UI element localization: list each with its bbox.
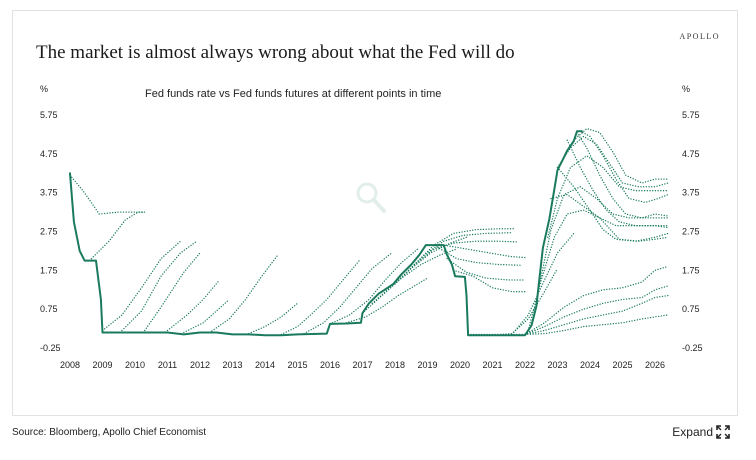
series-line-futures-2022b [537, 186, 669, 293]
chart-subtitle: Fed funds rate vs Fed funds futures at d… [145, 88, 441, 100]
y-tick-label-right: 3.75 [682, 188, 700, 198]
x-tick-label: 2023 [547, 360, 567, 370]
series-line-futures-2019a [425, 244, 526, 259]
x-tick-label: 2026 [645, 360, 665, 370]
expand-icon [716, 425, 730, 439]
x-tick-label: 2025 [612, 360, 632, 370]
x-tick-label: 2024 [580, 360, 600, 370]
series-line-futures-2022a [527, 209, 669, 332]
x-tick-label: 2014 [255, 360, 275, 370]
y-tick-label-right: 1.75 [682, 265, 700, 275]
x-tick-label: 2013 [222, 360, 242, 370]
x-tick-label: 2017 [352, 360, 372, 370]
left-unit-label: % [40, 84, 48, 94]
series-line-futures-2017a [361, 248, 458, 314]
series-line-futures-2013 [248, 302, 299, 335]
series-line-futures-2015 [303, 252, 393, 335]
series-line-futures-2021e [524, 294, 669, 336]
series-line-futures-2019c [446, 258, 526, 281]
y-tick-label-left: 2.75 [40, 227, 58, 237]
search-icon [356, 182, 386, 213]
x-tick-label: 2022 [515, 360, 535, 370]
series-line-futures-2011b [183, 298, 230, 334]
series-line-futures-2023c [579, 130, 669, 204]
expand-button[interactable]: Expand [672, 425, 730, 439]
x-tick-label: 2021 [482, 360, 502, 370]
chart-card [12, 10, 738, 416]
series-line-futures-2008b [88, 211, 146, 262]
series-line-futures-2021a [491, 267, 559, 336]
series-line-futures-2018c [413, 240, 520, 266]
series-line-futures-2019d [452, 269, 526, 293]
series-line-futures-2019b [436, 246, 523, 266]
x-tick-label: 2016 [320, 360, 340, 370]
series-line-futures-2024a [576, 131, 669, 219]
x-tick-label: 2009 [92, 360, 112, 370]
x-tick-label: 2015 [287, 360, 307, 370]
x-tick-label: 2011 [158, 360, 177, 370]
x-tick-label: 2020 [450, 360, 470, 370]
expand-label: Expand [672, 425, 713, 439]
y-tick-label-right: 2.75 [682, 227, 700, 237]
series-line-futures-2010 [144, 252, 201, 332]
series-line-fed-funds-rate [69, 130, 583, 337]
series-line-futures-2014 [280, 259, 360, 336]
page-title: The market is almost always wrong about … [36, 42, 515, 63]
y-tick-label-left: -0.25 [40, 343, 61, 353]
y-tick-label-left: 3.75 [40, 188, 58, 198]
series-line-futures-2008 [69, 174, 146, 215]
series-line-futures-2009b [121, 240, 198, 332]
y-tick-label-left: 1.75 [40, 265, 58, 275]
series-line-futures-2022c [547, 155, 669, 238]
x-tick-label: 2010 [125, 360, 145, 370]
series-line-futures-2017b [371, 236, 468, 304]
series-line-futures-2023b [573, 127, 669, 184]
series-line-futures-2021b [511, 232, 575, 336]
series-line-futures-2012 [209, 254, 279, 334]
y-tick-label-left: 5.75 [40, 110, 58, 120]
y-tick-label-right: 4.75 [682, 149, 700, 159]
x-tick-label: 2012 [190, 360, 210, 370]
x-tick-label: 2019 [417, 360, 437, 370]
series-line-futures-2009a [101, 240, 182, 332]
x-tick-label: 2008 [60, 360, 80, 370]
x-tick-label: 2018 [385, 360, 405, 370]
series-line-futures-2021f [524, 314, 669, 336]
brand-logo: APOLLO [679, 32, 720, 41]
source-note: Source: Bloomberg, Apollo Chief Economis… [12, 427, 206, 438]
y-tick-label-left: 4.75 [40, 149, 58, 159]
series-line-futures-2021d [524, 285, 669, 336]
series-line-futures-2024b [566, 139, 669, 229]
series-line-futures-2024c [556, 166, 669, 242]
y-tick-label-right: 0.75 [682, 304, 700, 314]
series-line-futures-2011 [166, 279, 221, 332]
y-tick-label-right: -0.25 [682, 343, 703, 353]
series-line-futures-2016b [345, 277, 429, 324]
right-unit-label: % [682, 84, 690, 94]
series-line-futures-2024d [550, 193, 669, 242]
y-tick-label-left: 0.75 [40, 304, 58, 314]
series-line-futures-2016a [329, 248, 419, 325]
series-line-futures-2023a [556, 135, 669, 188]
y-tick-label-right: 5.75 [682, 110, 700, 120]
